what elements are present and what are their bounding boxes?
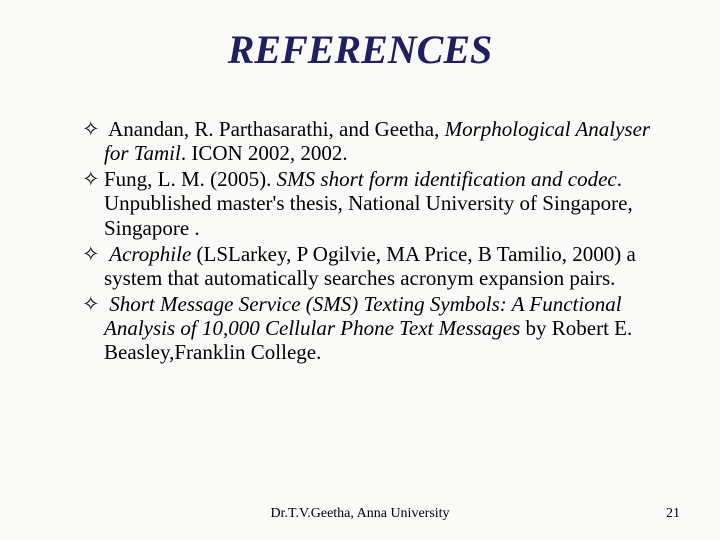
bullet-icon: ✧	[82, 292, 104, 316]
ref-text-post: . ICON 2002, 2002.	[181, 141, 348, 165]
bullet-icon: ✧	[82, 242, 104, 266]
slide: REFERENCES ✧ Anandan, R. Parthasarathi, …	[0, 0, 720, 540]
footer-author: Dr.T.V.Geetha, Anna University	[0, 506, 720, 522]
bullet-icon: ✧	[82, 117, 104, 141]
slide-number: 21	[666, 506, 680, 522]
reference-item: ✧Fung, L. M. (2005). SMS short form iden…	[82, 167, 660, 239]
ref-text-pre: Fung, L. M. (2005).	[104, 167, 277, 191]
reference-item: ✧ Short Message Service (SMS) Texting Sy…	[82, 292, 660, 364]
reference-item: ✧ Anandan, R. Parthasarathi, and Geetha,…	[82, 117, 660, 165]
ref-text-ital: Acrophile	[109, 242, 191, 266]
ref-text-pre: Anandan, R. Parthasarathi, and Geetha,	[104, 117, 445, 141]
bullet-icon: ✧	[82, 167, 104, 191]
reference-item: ✧ Acrophile (LSLarkey, P Ogilvie, MA Pri…	[82, 242, 660, 290]
page-title: REFERENCES	[60, 26, 660, 73]
ref-text-ital: SMS short form identification and codec	[277, 167, 617, 191]
references-list: ✧ Anandan, R. Parthasarathi, and Geetha,…	[60, 117, 660, 364]
